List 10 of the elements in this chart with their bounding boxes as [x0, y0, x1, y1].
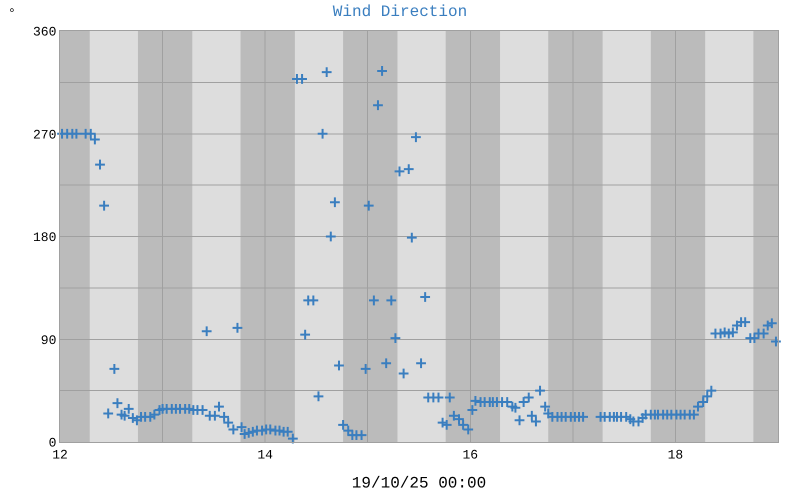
chart-title: Wind Direction [332, 3, 468, 22]
x-tick-label: 14 [257, 448, 274, 463]
x-tick-label: 16 [462, 448, 478, 463]
y-tick-label: 360 [32, 24, 56, 40]
y-tick-label: 180 [32, 230, 56, 246]
x-axis-title: 19/10/25 00:00 [352, 474, 486, 492]
x-tick-label: 18 [668, 448, 684, 463]
y-tick-label: 90 [40, 332, 56, 348]
y-tick-label: 270 [32, 127, 56, 142]
y-axis-title: ° [8, 6, 16, 21]
